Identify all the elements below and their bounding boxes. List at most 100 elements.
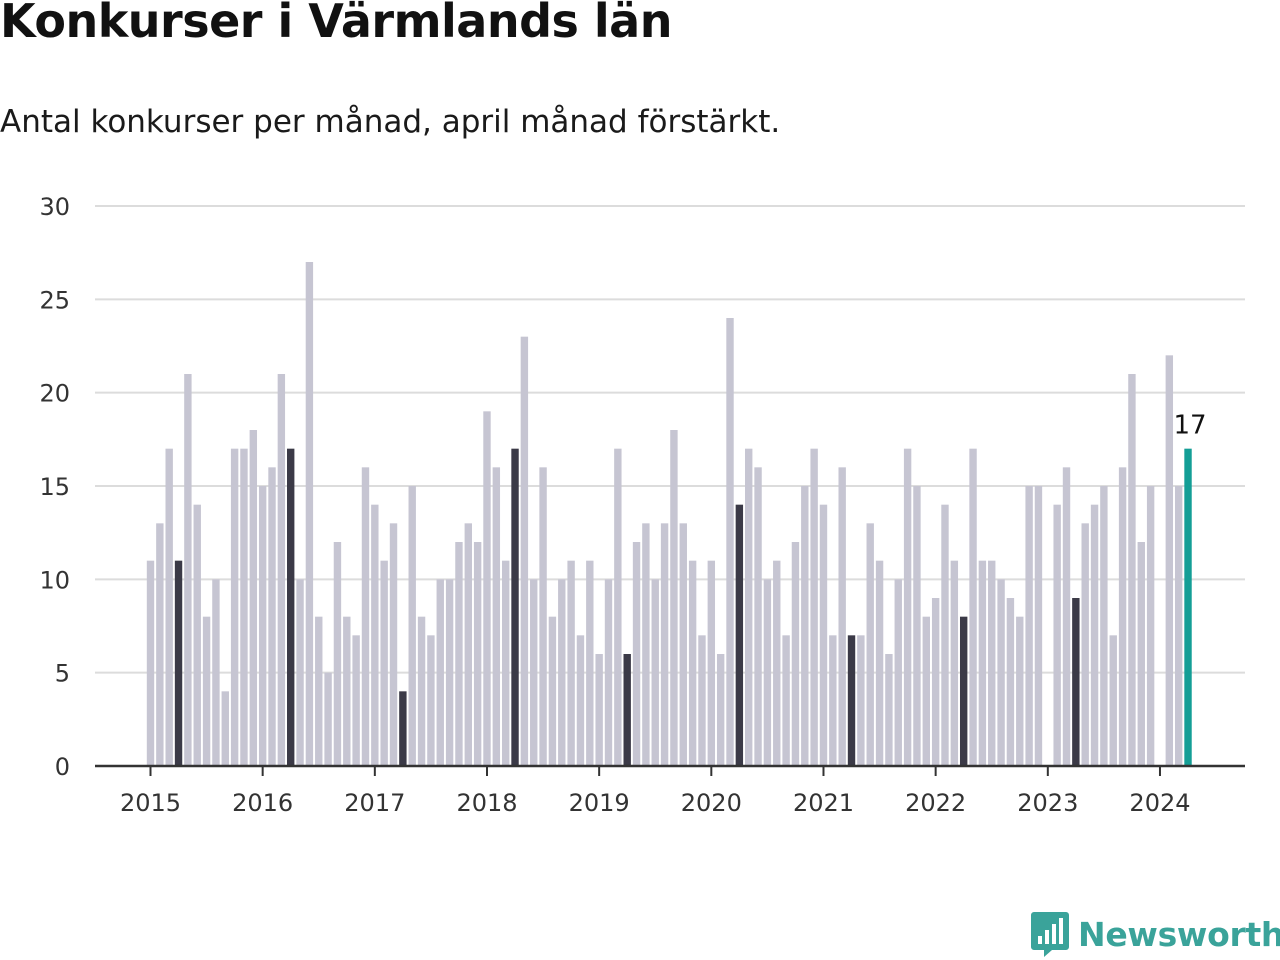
bar: [819, 504, 828, 766]
bar: [1062, 467, 1071, 766]
bar: [1109, 635, 1117, 766]
x-tick-label: 2018: [456, 789, 517, 817]
logo-text: Newsworthy: [1078, 914, 1280, 954]
bar: [1025, 486, 1033, 766]
chart-subtitle: Antal konkurser per månad, april månad f…: [0, 104, 781, 140]
y-tick-label: 0: [55, 753, 70, 781]
bar: [558, 579, 566, 766]
bar: [352, 635, 360, 766]
bar: [988, 560, 996, 766]
bar: [941, 504, 949, 766]
bar: [950, 560, 959, 766]
bar: [483, 411, 491, 766]
bar: [1034, 486, 1043, 766]
axes: [95, 764, 1245, 776]
bar: [670, 430, 678, 766]
bar: [1137, 542, 1145, 766]
bar: [249, 430, 258, 766]
bar: [707, 560, 716, 766]
bar: [408, 486, 416, 766]
bar: [417, 616, 426, 766]
bar: [548, 616, 557, 766]
bar: [174, 560, 183, 766]
bar: [202, 616, 211, 766]
bar: [1053, 504, 1061, 766]
bar: [885, 654, 893, 766]
bar: [829, 635, 837, 766]
bar: [530, 579, 538, 766]
bar: [810, 448, 818, 766]
labels: 0 5 10 15 20 25 30 17 2015 2016 2017 2018 2019 2020 20…: [39, 193, 1209, 817]
bar: [660, 523, 669, 766]
x-tick-label: 2024: [1129, 789, 1190, 817]
bar: [1081, 523, 1089, 766]
bar: [371, 504, 379, 766]
x-tick-label: 2021: [793, 789, 854, 817]
bar: [305, 262, 314, 766]
bar: [978, 560, 987, 766]
bar: [595, 654, 603, 766]
bar: [857, 635, 865, 766]
y-tick-label: 20: [39, 380, 70, 408]
bar: [1100, 486, 1108, 766]
bar: [287, 448, 295, 766]
bar: [277, 374, 286, 766]
bar: [866, 523, 874, 766]
bar: [268, 467, 276, 766]
bar: [716, 654, 725, 766]
bar: [754, 467, 762, 766]
bar: [726, 318, 734, 766]
bar: [1006, 598, 1015, 766]
bar: [791, 542, 800, 766]
x-tick-label: 2020: [681, 789, 742, 817]
bar: [230, 448, 239, 766]
bar: [258, 486, 267, 766]
bar: [903, 448, 912, 766]
bar: [520, 336, 529, 766]
bar: [875, 560, 884, 766]
x-tick-label: 2022: [905, 789, 966, 817]
bar: [1118, 467, 1127, 766]
bar: [501, 560, 510, 766]
bar: [604, 579, 613, 766]
bar: [361, 467, 370, 766]
bar: [931, 598, 940, 766]
bar: [632, 542, 641, 766]
y-tick-label: 10: [39, 566, 70, 594]
bar: [959, 616, 968, 766]
x-tick-label: 2017: [344, 789, 405, 817]
bar: [389, 523, 398, 766]
bar: [165, 448, 173, 766]
bar: [240, 448, 248, 766]
grid-lines: [95, 205, 1245, 674]
latest-value-label: 17: [1173, 411, 1206, 441]
bar: [614, 448, 622, 766]
bar: [492, 467, 501, 766]
bar: [763, 579, 772, 766]
bar: [212, 579, 220, 766]
x-tick-label: 2016: [232, 789, 293, 817]
bar: [679, 523, 687, 766]
bar: [1072, 598, 1080, 766]
bar: [997, 579, 1005, 766]
bar: [455, 542, 463, 766]
bar: [1165, 355, 1174, 766]
bar: [511, 448, 519, 766]
bar: [156, 523, 164, 766]
bar: [745, 448, 753, 766]
bar: [922, 616, 930, 766]
bar: [315, 616, 323, 766]
chart-bubble-icon: [1031, 912, 1069, 957]
y-tick-label: 5: [55, 660, 70, 688]
bar: [969, 448, 977, 766]
bar: [445, 579, 454, 766]
y-tick-label: 25: [39, 286, 70, 314]
bar: [567, 560, 575, 766]
bar: [1146, 486, 1155, 766]
bar: [913, 486, 921, 766]
bar: [586, 560, 594, 766]
bar: [146, 560, 155, 766]
bar: [324, 672, 332, 766]
bar: [539, 467, 547, 766]
